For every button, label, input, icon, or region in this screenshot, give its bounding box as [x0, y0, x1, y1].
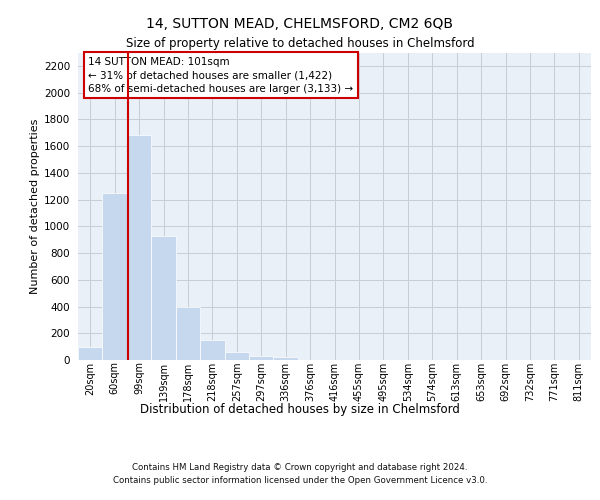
Bar — [200, 340, 224, 360]
Text: Contains public sector information licensed under the Open Government Licence v3: Contains public sector information licen… — [113, 476, 487, 485]
Text: 14, SUTTON MEAD, CHELMSFORD, CM2 6QB: 14, SUTTON MEAD, CHELMSFORD, CM2 6QB — [146, 18, 454, 32]
Bar — [78, 346, 103, 360]
Y-axis label: Number of detached properties: Number of detached properties — [30, 118, 40, 294]
Text: Size of property relative to detached houses in Chelmsford: Size of property relative to detached ho… — [125, 38, 475, 51]
Text: Contains HM Land Registry data © Crown copyright and database right 2024.: Contains HM Land Registry data © Crown c… — [132, 462, 468, 471]
Text: Distribution of detached houses by size in Chelmsford: Distribution of detached houses by size … — [140, 402, 460, 415]
Bar — [274, 356, 298, 360]
Bar — [127, 136, 151, 360]
Bar — [224, 352, 249, 360]
Text: 14 SUTTON MEAD: 101sqm
← 31% of detached houses are smaller (1,422)
68% of semi-: 14 SUTTON MEAD: 101sqm ← 31% of detached… — [88, 57, 353, 94]
Bar — [176, 306, 200, 360]
Bar — [151, 236, 176, 360]
Bar — [103, 193, 127, 360]
Bar — [249, 356, 274, 360]
